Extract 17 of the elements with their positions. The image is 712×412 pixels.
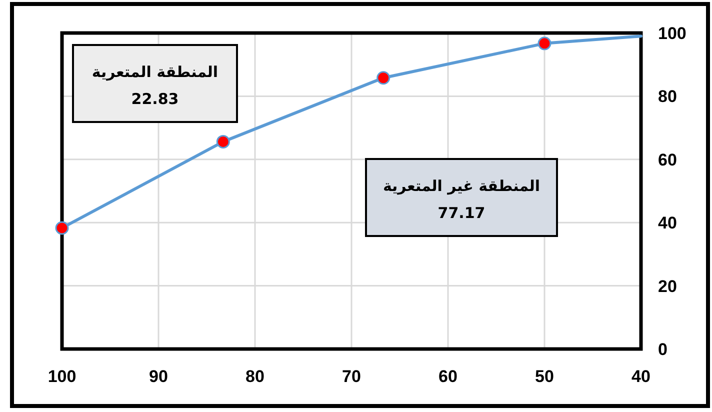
y-tick-label: 40	[658, 214, 677, 233]
x-tick-label: 90	[149, 367, 168, 386]
y-tick-label: 100	[658, 24, 686, 43]
x-tick-label: 70	[342, 367, 361, 386]
y-tick-label: 80	[658, 87, 677, 106]
x-tick-label: 80	[246, 367, 264, 386]
point	[55, 221, 69, 235]
point	[376, 71, 390, 85]
x-tick-label: 50	[535, 367, 554, 386]
point	[216, 134, 230, 148]
x-tick-label: 40	[632, 367, 650, 386]
y-tick-label: 60	[658, 150, 677, 170]
y-tick-label: 20	[658, 276, 677, 296]
point	[538, 36, 552, 50]
y-tick-label: 0	[658, 340, 668, 359]
x-tick-label: 100	[48, 367, 76, 386]
x-tick-label: 60	[438, 367, 458, 386]
